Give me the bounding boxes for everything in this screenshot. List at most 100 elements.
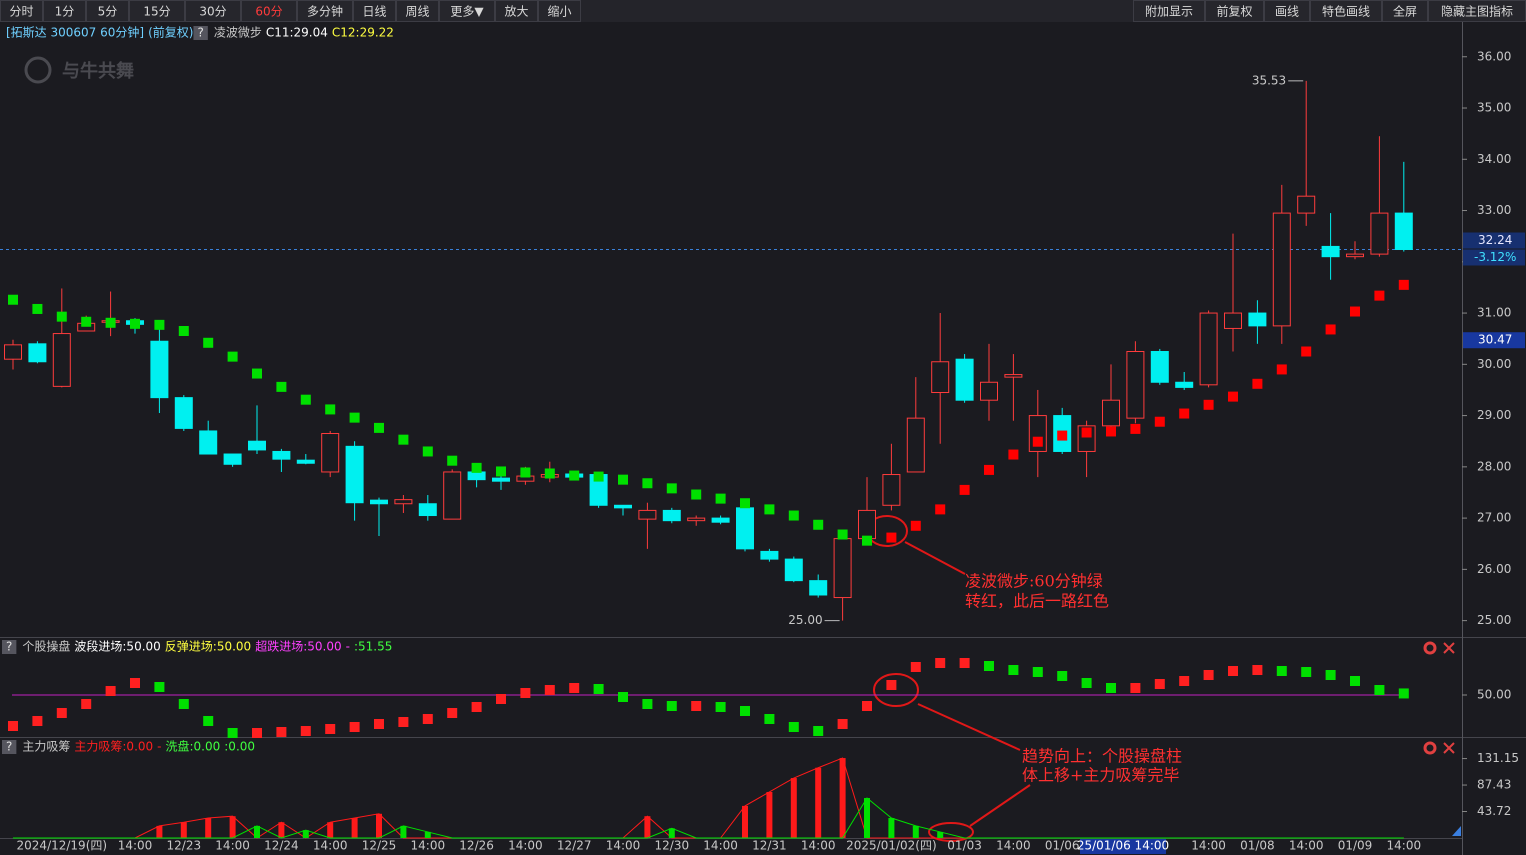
trade-marker [886,680,897,690]
series-line [13,797,1404,839]
y-tick-label: 34.00 [1477,152,1511,166]
close-icon[interactable] [1443,742,1455,754]
toolbar-button[interactable] [396,0,439,22]
toolbar-button-label[interactable]: 特色画线 [1322,4,1370,19]
toolbar-button-label[interactable]: 1分 [55,5,75,19]
header-item: 超跌进场:50.00 [255,639,341,654]
toolbar-button[interactable] [86,0,129,22]
panel-icons [1423,641,1461,836]
toolbar-button[interactable] [241,0,297,22]
signal-marker [593,471,604,482]
signal-marker [984,464,994,475]
toolbar-button-label[interactable]: 30分 [199,5,226,19]
y-tick-label: 35.00 [1477,101,1511,115]
toolbar-button[interactable] [538,0,581,22]
toolbar-button[interactable] [1264,0,1310,22]
bar [766,791,773,838]
x-tick-label: 14:00 [801,839,836,853]
signal-marker [56,311,67,322]
signal-marker [374,422,384,433]
help-box[interactable] [2,640,17,654]
toolbar-button[interactable] [129,0,185,22]
header-item: 主力吸筹 [22,740,70,754]
candle-body [760,550,779,560]
toolbar-button[interactable] [439,0,495,22]
candle-body [223,453,242,465]
candle-body [662,509,681,522]
toolbar-button-label[interactable]: 5分 [98,5,118,19]
toolbar-button-label[interactable]: 放大 [504,4,528,19]
signal-marker [935,504,946,515]
trade-marker [496,694,506,704]
close-icon[interactable] [1443,642,1455,654]
trade-marker [1081,678,1092,688]
header-item: :51.55 [354,640,392,654]
signal-marker [496,466,506,477]
toolbar-button-label[interactable]: 隐藏主图指标 [1441,4,1513,19]
trade-marker [1008,665,1019,675]
candle-body [272,450,291,460]
y-tick-label: 25.00 [1477,613,1511,627]
toolbar-button-label[interactable]: 多分钟 [307,4,343,19]
toolbar-button[interactable] [1205,0,1264,22]
toolbar-button-label[interactable]: 前复权 [1216,4,1252,19]
toolbar-button-label[interactable]: 15分 [143,5,170,19]
candle-body [1199,312,1218,386]
candle-body [321,433,340,473]
help-box[interactable] [2,740,17,754]
signal-marker [1032,436,1043,447]
signal-marker [910,520,921,531]
resize-handle[interactable] [1452,826,1461,836]
toolbar-button[interactable] [0,0,43,22]
header-item: 个股操盘 [22,639,70,654]
candle-body [1004,374,1023,378]
signal-marker [81,316,92,327]
signal-marker [203,337,214,348]
help-box[interactable] [193,26,208,40]
trade-marker [1276,666,1287,676]
trade-marker [1398,688,1409,699]
bar [864,798,870,838]
signal-marker [447,455,458,466]
x-tick-label: 12/23 [167,839,202,853]
x-tick-label: 14:00 [703,839,738,853]
toolbar-button-label[interactable]: 缩小 [547,4,571,19]
watermark-text: 与牛共舞 [62,60,134,82]
toolbar-button-label[interactable]: 画线 [1275,5,1299,19]
signal-marker [886,532,897,543]
toolbar-button-label[interactable]: 60分 [255,5,282,19]
signal-marker [715,493,726,504]
toolbar-button-label[interactable]: 全屏 [1393,4,1417,19]
toolbar-button-label[interactable]: 分时 [9,5,33,19]
x-tick-label: 01/06 [1045,839,1080,853]
toolbar-button[interactable] [185,0,241,22]
header-item: ? [197,26,203,40]
bar [937,831,944,838]
toolbar-button[interactable] [1133,0,1205,22]
signal-marker [788,510,799,521]
toolbar-button[interactable] [1382,0,1428,22]
annotation-leader [904,541,966,575]
settings-icon[interactable] [1423,741,1437,755]
trade-marker [837,719,848,729]
signal-marker [1179,408,1190,419]
signal-marker [544,468,555,479]
toolbar-button-label[interactable]: 日线 [362,5,386,19]
toolbar-button[interactable] [297,0,353,22]
annotation-ellipse [873,673,919,707]
trade-marker [1374,685,1385,695]
candle-body [345,445,364,504]
bar [278,822,285,838]
settings-icon[interactable] [1423,641,1437,655]
toolbar-button-label[interactable]: 更多▼ [450,5,484,19]
toolbar-button[interactable] [1310,0,1382,22]
toolbar-button[interactable] [353,0,396,22]
annotation-ellipse [928,822,974,842]
candle-body [150,340,169,399]
toolbar-button[interactable] [495,0,538,22]
signal-marker [178,326,189,336]
toolbar-button-label[interactable]: 周线 [405,5,429,19]
trade-marker [1325,670,1336,680]
toolbar-button[interactable] [43,0,86,22]
toolbar-button-label[interactable]: 附加显示 [1145,5,1193,19]
